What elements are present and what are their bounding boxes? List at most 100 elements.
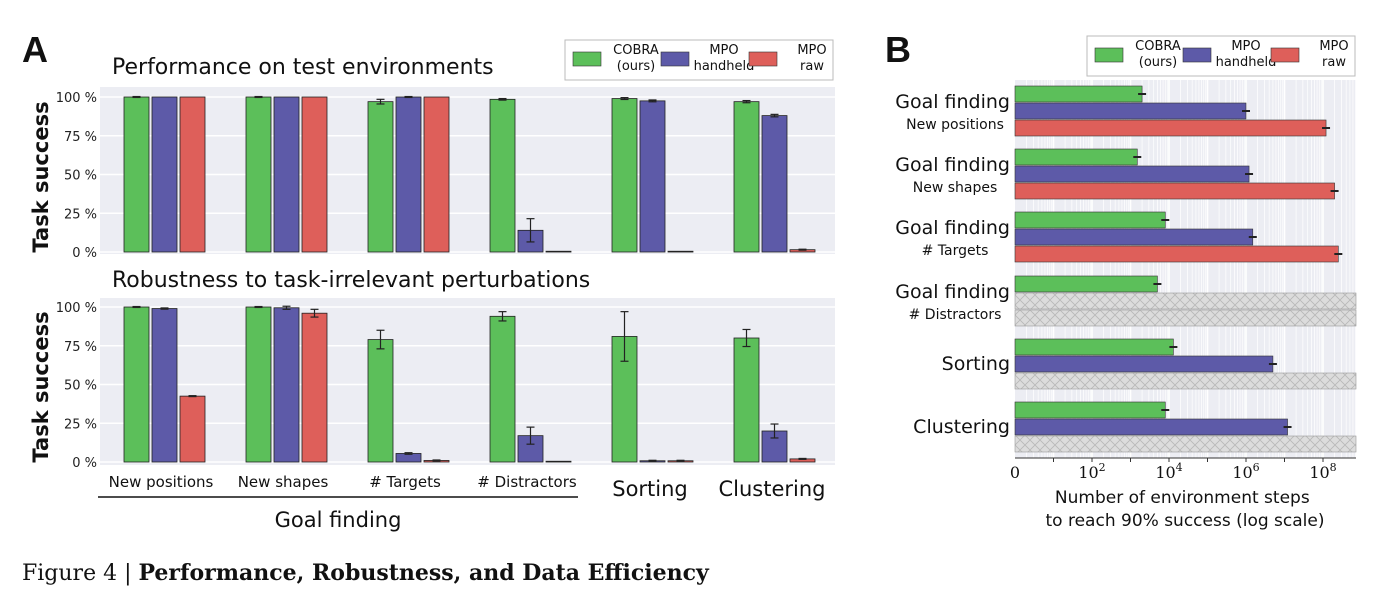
bar-cobra [733, 101, 760, 253]
hbar-raw [1014, 245, 1339, 263]
y-tick-label: 100 % [56, 301, 97, 316]
row-sublabel: New shapes [913, 180, 998, 196]
hbar-handheld [1014, 165, 1250, 183]
legend-box [564, 39, 834, 81]
legend-label: MPO [1319, 39, 1348, 54]
y-tick-label: 0 % [72, 246, 97, 261]
bar-cobra [123, 96, 150, 253]
legend-swatch-handheld [1182, 47, 1212, 63]
hbar-handheld [1014, 228, 1254, 246]
panel-a-label: A [22, 29, 48, 70]
legend-label: handheld [694, 59, 755, 74]
legend-swatch-raw [748, 51, 778, 67]
x-axis-label-line-2: to reach 90% success (log scale) [1046, 511, 1325, 531]
legend-label: (ours) [617, 59, 655, 74]
group-label: New positions [109, 473, 214, 491]
top-chart: 0 % 25 % 50 % 75 % 100 % [56, 91, 835, 261]
panel-b-chart: 0 102 104 106 108 Goal finding New positions Go… [895, 80, 1357, 482]
bar-raw [423, 96, 450, 253]
caption-title: Performance, Robustness, and Data Effici… [138, 560, 709, 586]
hbar-cobra [1014, 338, 1174, 356]
row-sublabel: # Distractors [909, 307, 1002, 323]
x-axis-label-line-1: Number of environment steps [1055, 488, 1310, 508]
bar-cobra [245, 96, 272, 253]
row-label: Goal finding [895, 281, 1010, 303]
row-label: Clustering [913, 416, 1010, 438]
bottom-chart-title: Robustness to task-irrelevant perturbati… [112, 268, 590, 293]
bar-cobra [489, 315, 516, 463]
legend-label: (ours) [1139, 55, 1177, 70]
hbar-cobra [1014, 148, 1138, 166]
bottom-plot-area [100, 298, 835, 465]
legend-swatch-handheld [660, 51, 690, 67]
bar-cobra [367, 101, 394, 253]
bar-raw [301, 312, 328, 463]
group-label: New shapes [238, 473, 329, 491]
x-tick-label: 104 [1155, 461, 1182, 482]
not-reached-hatch [1014, 372, 1357, 390]
panel-b-label: B [885, 29, 911, 70]
hbar-cobra [1014, 85, 1143, 103]
bar-cobra [733, 337, 760, 463]
hbar-handheld [1014, 102, 1247, 120]
row-label: Goal finding [895, 91, 1010, 113]
bar-raw [301, 96, 328, 253]
not-reached-hatch [1014, 435, 1357, 453]
caption-prefix: Figure 4 | [22, 561, 139, 586]
y-tick-label: 75 % [64, 130, 97, 145]
panel-b-plot-area [1015, 80, 1356, 458]
bar-handheld [273, 307, 300, 463]
y-tick-label: 100 % [56, 91, 97, 106]
x-tick-label: 108 [1309, 461, 1336, 482]
hbar-cobra [1014, 211, 1166, 229]
y-tick-label: 50 % [64, 379, 97, 394]
group-label: Clustering [718, 477, 825, 501]
bar-handheld [395, 96, 422, 253]
goal-finding-label: Goal finding [275, 508, 402, 532]
bottom-y-axis-label: Task success [29, 311, 53, 462]
bar-cobra [245, 306, 272, 463]
y-tick-label: 75 % [64, 340, 97, 355]
top-plot-area [100, 87, 835, 254]
legend-box [1086, 35, 1356, 77]
group-labels: New positions New shapes # Targets # Distra… [109, 473, 826, 501]
row-label: Goal finding [895, 154, 1010, 176]
hbar-raw [1014, 182, 1335, 200]
bar-raw [179, 96, 206, 253]
bar-cobra [611, 98, 638, 253]
legend-swatch-raw [1270, 47, 1300, 63]
y-tick-label: 0 % [72, 456, 97, 471]
x-tick-label: 0 [1010, 463, 1020, 482]
legend-label: MPO [1231, 39, 1260, 54]
legend-label: MPO [797, 43, 826, 58]
hbar-cobra [1014, 275, 1158, 293]
top-y-axis-label: Task success [29, 101, 53, 252]
hbar-handheld [1014, 355, 1274, 373]
not-reached-hatch [1014, 292, 1357, 310]
legend-label: MPO [709, 43, 738, 58]
group-label: # Distractors [477, 473, 577, 491]
hbar-raw [1014, 119, 1327, 137]
bar-raw [545, 250, 572, 253]
bar-raw [545, 460, 572, 463]
legend-swatch-cobra [572, 51, 602, 67]
row-sublabel: New positions [906, 117, 1004, 133]
bar-handheld [761, 115, 788, 253]
legend-label: handheld [1216, 55, 1277, 70]
row-sublabel: # Targets [922, 243, 989, 259]
bar-handheld [151, 96, 178, 253]
bar-cobra [367, 339, 394, 463]
legend-label: raw [1322, 55, 1346, 70]
x-tick-label: 102 [1078, 461, 1105, 482]
bar-cobra [489, 98, 516, 253]
bottom-chart: 0 % 25 % 50 % 75 % 100 % [56, 301, 835, 471]
hbar-handheld [1014, 418, 1288, 436]
top-chart-title: Performance on test environments [112, 55, 494, 80]
bar-handheld [273, 96, 300, 253]
bar-raw [179, 395, 206, 463]
bar-handheld [151, 308, 178, 463]
figure-caption: Figure 4 | Performance, Robustness, and … [22, 560, 709, 586]
